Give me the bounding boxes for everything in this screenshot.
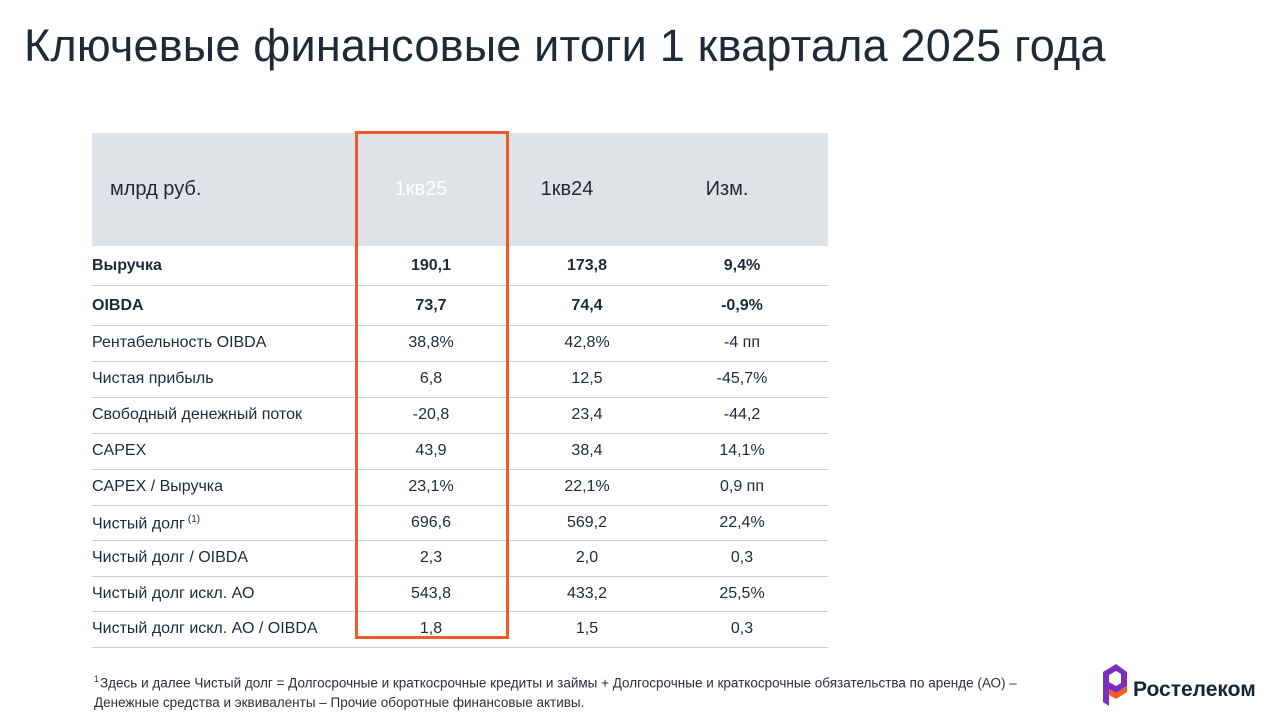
row-label: Чистый долг / OIBDA — [92, 549, 248, 567]
row-label-text: Чистый долг / OIBDA — [92, 549, 248, 566]
value-q1-2024: 42,8% — [564, 334, 610, 351]
table-row: CAPEX 43,9 38,4 14,1% — [92, 434, 828, 470]
value-change: 9,4% — [723, 257, 761, 274]
table-row: Чистый долг (1) 696,6 569,2 22,4% — [92, 506, 828, 541]
table-row: Выручка 190,1 173,8 9,4% — [92, 246, 828, 286]
row-label: Чистая прибыль — [92, 370, 214, 388]
value-q1-2024: 1,5 — [575, 620, 599, 637]
table-row: Чистый долг искл. АО 543,8 433,2 25,5% — [92, 577, 828, 612]
row-label: CAPEX / Выручка — [92, 478, 223, 496]
row-label-text: CAPEX — [92, 442, 147, 459]
row-label: Свободный денежный поток — [92, 406, 302, 424]
value-q1-2025: 696,6 — [410, 514, 452, 531]
row-label: Выручка — [92, 257, 162, 275]
row-label: Чистый долг (1) — [92, 514, 200, 533]
row-label-footnote-ref: (1) — [187, 514, 201, 525]
value-q1-2024: 22,1% — [564, 478, 610, 495]
value-q1-2024: 74,4 — [571, 297, 603, 314]
table-row: Чистая прибыль 6,8 12,5 -45,7% — [92, 362, 828, 398]
value-q1-2024: 2,0 — [575, 549, 599, 566]
value-q1-2024: 433,2 — [566, 585, 608, 602]
row-label: Чистый долг искл. АО / OIBDA — [92, 620, 318, 638]
row-label: Рентабельность OIBDA — [92, 334, 266, 352]
row-label-text: Чистая прибыль — [92, 370, 214, 387]
rostelecom-logo-icon — [1103, 664, 1127, 706]
value-change: -4 пп — [724, 334, 760, 351]
value-change: 0,9 пп — [719, 478, 764, 495]
value-change: 25,5% — [719, 585, 765, 602]
footnote-mark: 1 — [94, 674, 100, 684]
table-body: Выручка 190,1 173,8 9,4% OIBDA 73,7 74,4 -0,9% Р… — [92, 246, 828, 648]
row-label-text: Чистый долг искл. АО / OIBDA — [92, 620, 318, 637]
table-row: CAPEX / Выручка 23,1% 22,1% 0,9 пп — [92, 470, 828, 506]
row-label-text: Чистый долг — [92, 515, 185, 533]
row-label: Чистый долг искл. АО — [92, 585, 254, 603]
logo-text: Ростелеком — [1133, 678, 1256, 701]
value-change: -45,7% — [716, 370, 768, 387]
row-label-text: CAPEX / Выручка — [92, 478, 224, 495]
value-change: -44,2 — [723, 406, 761, 423]
value-q1-2025: 1,8 — [419, 620, 443, 637]
table-row: Чистый долг искл. АО / OIBDA 1,8 1,5 0,3 — [92, 612, 828, 648]
value-q1-2025: -20,8 — [412, 406, 450, 423]
rostelecom-logo: Ростелеком — [1100, 662, 1276, 708]
header-q1-2025: 1кв25 — [394, 178, 448, 200]
row-label-text: Чистый долг искл. АО — [92, 585, 255, 602]
value-q1-2025: 73,7 — [415, 297, 447, 314]
table-row: OIBDA 73,7 74,4 -0,9% — [92, 286, 828, 326]
value-change: 0,3 — [730, 620, 754, 637]
value-change: -0,9% — [721, 297, 763, 314]
footnote-text: Здесь и далее Чистый долг = Долгосрочные… — [94, 675, 1017, 710]
value-change: 0,3 — [730, 549, 754, 566]
value-q1-2024: 23,4 — [571, 406, 603, 423]
value-change: 14,1% — [719, 442, 765, 459]
row-label-text: Рентабельность OIBDA — [92, 334, 267, 351]
value-q1-2025: 2,3 — [419, 549, 443, 566]
row-label-text: Выручка — [92, 257, 162, 274]
table-row: Рентабельность OIBDA 38,8% 42,8% -4 пп — [92, 326, 828, 362]
value-q1-2025: 6,8 — [419, 370, 443, 387]
value-q1-2024: 569,2 — [566, 514, 608, 531]
value-q1-2025: 23,1% — [408, 478, 454, 495]
row-label-text: OIBDA — [92, 297, 144, 314]
page-title: Ключевые финансовые итоги 1 квартала 202… — [24, 20, 1106, 71]
value-q1-2024: 12,5 — [571, 370, 603, 387]
footnote: 1Здесь и далее Чистый долг = Долгосрочны… — [94, 670, 1034, 712]
row-label: CAPEX — [92, 442, 146, 460]
value-change: 22,4% — [719, 514, 765, 531]
table-row: Свободный денежный поток -20,8 23,4 -44,2 — [92, 398, 828, 434]
value-q1-2024: 173,8 — [566, 257, 608, 274]
value-q1-2025: 543,8 — [410, 585, 452, 602]
header-change: Изм. — [705, 178, 749, 200]
header-q1-2024: 1кв24 — [540, 178, 594, 200]
table-row: Чистый долг / OIBDA 2,3 2,0 0,3 — [92, 541, 828, 577]
table-header: млрд руб. 1кв25 1кв24 Изм. — [92, 133, 828, 246]
value-q1-2025: 38,8% — [408, 334, 454, 351]
financial-results-table: млрд руб. 1кв25 1кв24 Изм. Выручка 190,1 1… — [92, 133, 828, 648]
value-q1-2025: 190,1 — [410, 257, 452, 274]
row-label-text: Свободный денежный поток — [92, 406, 303, 423]
value-q1-2025: 43,9 — [415, 442, 447, 459]
header-units: млрд руб. — [110, 178, 202, 200]
row-label: OIBDA — [92, 297, 144, 315]
value-q1-2024: 38,4 — [571, 442, 603, 459]
